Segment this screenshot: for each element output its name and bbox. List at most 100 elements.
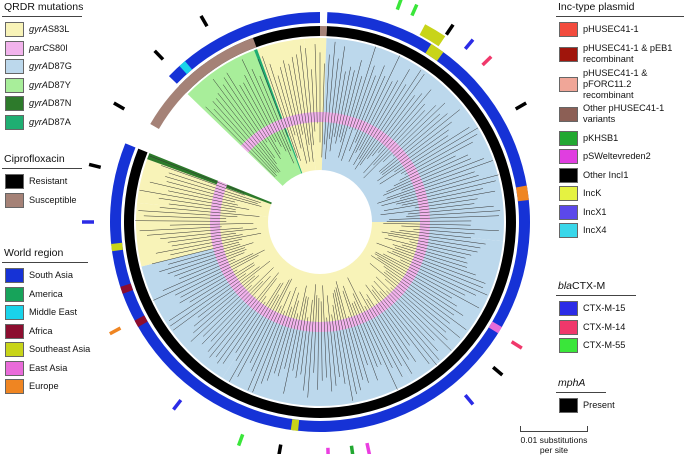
- ctx-swatch: [559, 320, 578, 335]
- ctx-item: CTX-M-15: [556, 300, 636, 319]
- ctx-label: CTX-M-55: [583, 341, 625, 350]
- ctx-swatch: [559, 338, 578, 353]
- gene-tick: [516, 103, 526, 109]
- qrdr-swatch: [5, 59, 24, 74]
- legend-cipro-title: Ciprofloxacin: [2, 154, 82, 169]
- ctx-title-rest: CTX-M: [572, 280, 605, 292]
- inc-item: pHUSEC41-1 & pEB1 recombinant: [556, 39, 684, 69]
- inc-swatch: [559, 131, 578, 146]
- qrdr-item: gyrA D87Y: [2, 76, 82, 95]
- region-swatch: [5, 342, 24, 357]
- legend-mpha: mphA Present: [556, 378, 606, 415]
- inc-swatch: [559, 168, 578, 183]
- inc-label: pSWeltevreden2: [583, 152, 651, 161]
- region-item: America: [2, 285, 88, 304]
- region-label: Middle East: [29, 308, 77, 317]
- inc-label: pKHSB1: [583, 134, 618, 143]
- qrdr-mutation: D87N: [48, 99, 72, 108]
- inc-swatch: [559, 77, 578, 92]
- region-item: Africa: [2, 322, 88, 341]
- inc-item: IncX1: [556, 203, 684, 222]
- cipro-ring: [320, 26, 327, 36]
- legend-mph-title: mphA: [556, 378, 606, 393]
- region-label: Southeast Asia: [29, 345, 90, 354]
- region-label: Europe: [29, 382, 59, 391]
- gene-tick: [465, 40, 473, 49]
- qrdr-mutation: D87Y: [48, 81, 71, 90]
- gene-tick: [110, 328, 121, 334]
- cipro-item: Resistant: [2, 173, 82, 192]
- inc-item: pSWeltevreden2: [556, 148, 684, 167]
- qrdr-gene: gyrA: [29, 81, 48, 90]
- inc-item: pHUSEC41-1: [556, 21, 684, 40]
- qrdr-mutation: S80I: [49, 44, 68, 53]
- gene-tick: [155, 51, 163, 60]
- qrdr-item: gyrA D87N: [2, 95, 82, 114]
- qrdr-gene: gyrA: [29, 99, 48, 108]
- qrdr-swatch: [5, 41, 24, 56]
- gene-tick: [483, 57, 492, 65]
- cipro-label: Susceptible: [29, 196, 77, 205]
- qrdr-mutation: S83L: [48, 25, 69, 34]
- qrdr-swatch: [5, 96, 24, 111]
- qrdr-gene: gyrA: [29, 118, 48, 127]
- tree-center: [268, 170, 372, 274]
- qrdr-swatch: [5, 115, 24, 130]
- gene-tick: [114, 103, 124, 109]
- qrdr-item: gyrA D87G: [2, 58, 82, 77]
- gene-tick: [201, 16, 207, 26]
- region-label: East Asia: [29, 364, 67, 373]
- region-swatch: [5, 379, 24, 394]
- qrdr-swatch: [5, 78, 24, 93]
- inc-label: IncX4: [583, 226, 607, 235]
- gene-tick: [412, 5, 417, 16]
- gene-tick: [397, 0, 401, 10]
- region-item: South Asia: [2, 267, 88, 286]
- legend-inc-type: Inc-type plasmid pHUSEC41-1 pHUSEC41-1 & …: [556, 2, 684, 240]
- inc-swatch: [559, 107, 578, 122]
- gene-tick: [493, 367, 502, 375]
- region-label: Africa: [29, 327, 53, 336]
- qrdr-item: gyrA D87A: [2, 113, 82, 132]
- inc-label: Other IncI1: [583, 171, 628, 180]
- inc-swatch: [559, 22, 578, 37]
- region-label: America: [29, 290, 63, 299]
- inc-swatch: [559, 47, 578, 62]
- inc-label: Other pHUSEC41-1 variants: [583, 103, 684, 125]
- scale-bar: 0.01 substitutions per site: [514, 426, 594, 455]
- ctx-swatch: [559, 301, 578, 316]
- region-swatch: [5, 361, 24, 376]
- inc-item: pHUSEC41-1 & pFORC11.2 recombinant: [556, 69, 684, 99]
- ctx-label: CTX-M-15: [583, 304, 625, 313]
- gene-tick: [173, 400, 180, 409]
- gene-tick: [465, 395, 473, 404]
- cipro-swatch: [5, 174, 24, 189]
- inc-item: IncK: [556, 185, 684, 204]
- ctx-item: CTX-M-14: [556, 318, 636, 337]
- region-swatch: [5, 305, 24, 320]
- cipro-swatch: [5, 193, 24, 208]
- inc-label: pHUSEC41-1: [583, 25, 639, 34]
- region-ring: [516, 186, 529, 202]
- qrdr-gene: gyrA: [29, 25, 48, 34]
- qrdr-gene: gyrA: [29, 62, 48, 71]
- gene-tick: [367, 443, 369, 454]
- inc-item: IncX4: [556, 222, 684, 241]
- ctx-title-gene: bla: [558, 280, 572, 292]
- mph-title-text: mphA: [558, 377, 585, 389]
- inc-label: IncK: [583, 189, 601, 198]
- mph-label: Present: [583, 401, 615, 410]
- legend-inc-title: Inc-type plasmid: [556, 2, 684, 17]
- qrdr-mutation: D87G: [48, 62, 72, 71]
- inc-swatch: [559, 186, 578, 201]
- legend-ctx-title: blaCTX-M: [556, 281, 636, 296]
- region-label: South Asia: [29, 271, 73, 280]
- gene-tick: [279, 445, 281, 454]
- legend-qrdr-title: QRDR mutations: [2, 2, 82, 17]
- region-item: Middle East: [2, 304, 88, 323]
- inc-label: pHUSEC41-1 & pFORC11.2 recombinant: [583, 68, 684, 101]
- scale-bar-label: 0.01 substitutions per site: [514, 435, 594, 455]
- qrdr-mutation: D87A: [48, 118, 71, 127]
- cipro-label: Resistant: [29, 177, 67, 186]
